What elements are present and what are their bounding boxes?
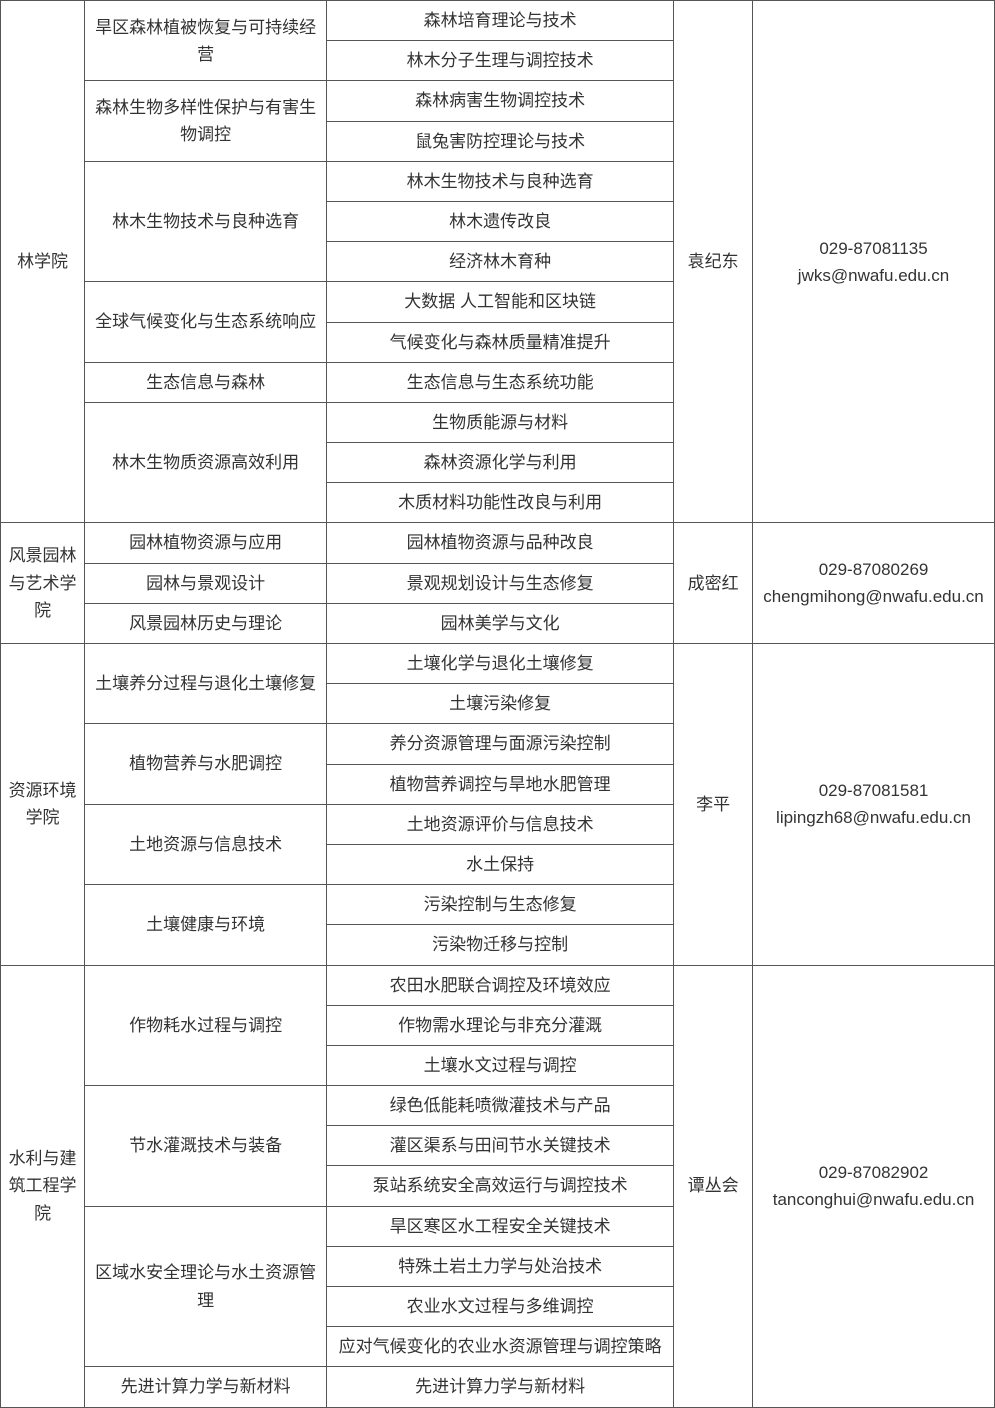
- phone-text: 029-87081581: [819, 781, 929, 800]
- college-cell: 水利与建筑工程学院: [1, 965, 85, 1407]
- subdirection-cell: 污染物迁移与控制: [327, 925, 674, 965]
- college-cell: 风景园林与艺术学院: [1, 523, 85, 644]
- direction-cell: 林木生物质资源高效利用: [85, 402, 327, 523]
- phone-text: 029-87081135: [819, 239, 927, 258]
- direction-cell: 生态信息与森林: [85, 362, 327, 402]
- subdirection-cell: 森林培育理论与技术: [327, 1, 674, 41]
- table-row: 资源环境学院土壤养分过程与退化土壤修复土壤化学与退化土壤修复李平029-8708…: [1, 644, 995, 684]
- subdirection-cell: 旱区寒区水工程安全关键技术: [327, 1206, 674, 1246]
- subdirection-cell: 作物需水理论与非充分灌溉: [327, 1005, 674, 1045]
- subdirection-cell: 土壤水文过程与调控: [327, 1045, 674, 1085]
- subdirection-cell: 土地资源评价与信息技术: [327, 804, 674, 844]
- subdirection-cell: 先进计算力学与新材料: [327, 1367, 674, 1407]
- phone-cell: 029-87082902 tanconghui@nwafu.edu.cn: [753, 965, 995, 1407]
- phone-text: 029-87082902: [819, 1163, 929, 1182]
- email-text: chengmihong@nwafu.edu.cn: [763, 587, 983, 606]
- subdirection-cell: 农田水肥联合调控及环境效应: [327, 965, 674, 1005]
- contact-cell: 谭丛会: [674, 965, 753, 1407]
- direction-cell: 园林植物资源与应用: [85, 523, 327, 563]
- subdirection-cell: 生物质能源与材料: [327, 402, 674, 442]
- direction-cell: 风景园林历史与理论: [85, 603, 327, 643]
- subdirection-cell: 灌区渠系与田间节水关键技术: [327, 1126, 674, 1166]
- contact-cell: 袁纪东: [674, 1, 753, 523]
- subdirection-cell: 木质材料功能性改良与利用: [327, 483, 674, 523]
- subdirection-cell: 绿色低能耗喷微灌技术与产品: [327, 1086, 674, 1126]
- direction-cell: 节水灌溉技术与装备: [85, 1086, 327, 1207]
- table-row: 风景园林与艺术学院园林植物资源与应用园林植物资源与品种改良成密红029-8708…: [1, 523, 995, 563]
- direction-cell: 作物耗水过程与调控: [85, 965, 327, 1086]
- table-row: 水利与建筑工程学院作物耗水过程与调控农田水肥联合调控及环境效应谭丛会029-87…: [1, 965, 995, 1005]
- direction-cell: 土壤健康与环境: [85, 885, 327, 965]
- phone-cell: 029-87081581 lipingzh68@nwafu.edu.cn: [753, 644, 995, 966]
- subdirection-cell: 养分资源管理与面源污染控制: [327, 724, 674, 764]
- subdirection-cell: 森林病害生物调控技术: [327, 81, 674, 121]
- subdirection-cell: 林木生物技术与良种选育: [327, 161, 674, 201]
- subdirection-cell: 应对气候变化的农业水资源管理与调控策略: [327, 1327, 674, 1367]
- subdirection-cell: 景观规划设计与生态修复: [327, 563, 674, 603]
- subdirection-cell: 鼠兔害防控理论与技术: [327, 121, 674, 161]
- email-text: tanconghui@nwafu.edu.cn: [773, 1190, 975, 1209]
- college-cell: 林学院: [1, 1, 85, 523]
- direction-cell: 林木生物技术与良种选育: [85, 161, 327, 282]
- college-cell: 资源环境学院: [1, 644, 85, 966]
- subdirection-cell: 园林美学与文化: [327, 603, 674, 643]
- direction-cell: 园林与景观设计: [85, 563, 327, 603]
- subdirection-cell: 植物营养调控与旱地水肥管理: [327, 764, 674, 804]
- phone-cell: 029-87080269 chengmihong@nwafu.edu.cn: [753, 523, 995, 644]
- direction-cell: 先进计算力学与新材料: [85, 1367, 327, 1407]
- direction-cell: 全球气候变化与生态系统响应: [85, 282, 327, 362]
- subdirection-cell: 污染控制与生态修复: [327, 885, 674, 925]
- email-text: lipingzh68@nwafu.edu.cn: [776, 808, 971, 827]
- email-text: jwks@nwafu.edu.cn: [798, 266, 949, 285]
- direction-cell: 森林生物多样性保护与有害生物调控: [85, 81, 327, 161]
- contact-cell: 李平: [674, 644, 753, 966]
- subdirection-cell: 农业水文过程与多维调控: [327, 1287, 674, 1327]
- subdirection-cell: 经济林木育种: [327, 242, 674, 282]
- subdirection-cell: 土壤污染修复: [327, 684, 674, 724]
- subdirection-cell: 特殊土岩土力学与处治技术: [327, 1246, 674, 1286]
- phone-text: 029-87080269: [819, 560, 929, 579]
- subdirection-cell: 气候变化与森林质量精准提升: [327, 322, 674, 362]
- subdirection-cell: 园林植物资源与品种改良: [327, 523, 674, 563]
- subdirection-cell: 水土保持: [327, 844, 674, 884]
- table-row: 林学院旱区森林植被恢复与可持续经营森林培育理论与技术袁纪东029-8708113…: [1, 1, 995, 41]
- subdirection-cell: 林木遗传改良: [327, 201, 674, 241]
- phone-cell: 029-87081135 jwks@nwafu.edu.cn: [753, 1, 995, 523]
- direction-cell: 区域水安全理论与水土资源管理: [85, 1206, 327, 1367]
- subdirection-cell: 泵站系统安全高效运行与调控技术: [327, 1166, 674, 1206]
- direction-cell: 植物营养与水肥调控: [85, 724, 327, 804]
- direction-cell: 土地资源与信息技术: [85, 804, 327, 884]
- direction-cell: 旱区森林植被恢复与可持续经营: [85, 1, 327, 81]
- subdirection-cell: 生态信息与生态系统功能: [327, 362, 674, 402]
- contact-cell: 成密红: [674, 523, 753, 644]
- department-table: 林学院旱区森林植被恢复与可持续经营森林培育理论与技术袁纪东029-8708113…: [0, 0, 995, 1408]
- subdirection-cell: 土壤化学与退化土壤修复: [327, 644, 674, 684]
- subdirection-cell: 森林资源化学与利用: [327, 443, 674, 483]
- subdirection-cell: 林木分子生理与调控技术: [327, 41, 674, 81]
- direction-cell: 土壤养分过程与退化土壤修复: [85, 644, 327, 724]
- subdirection-cell: 大数据 人工智能和区块链: [327, 282, 674, 322]
